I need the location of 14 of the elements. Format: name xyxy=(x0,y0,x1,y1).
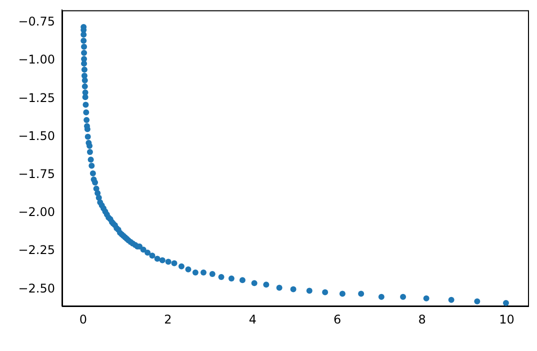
x-tick-label: 0 xyxy=(79,312,87,326)
y-tick-label: −2.00 xyxy=(18,205,55,220)
y-tick-label: −0.75 xyxy=(18,14,55,29)
x-tick-label: 4 xyxy=(248,312,256,326)
x-tick-label: 8 xyxy=(418,312,426,326)
y-tick-label: −1.00 xyxy=(18,52,55,67)
y-tick-label: −1.25 xyxy=(18,90,55,105)
y-tick-label: −1.50 xyxy=(18,128,55,143)
x-tick-label: 2 xyxy=(164,312,172,326)
y-tick-label: −2.50 xyxy=(18,281,55,296)
x-tick-label: 6 xyxy=(334,312,342,326)
y-tick-label: −2.25 xyxy=(18,243,55,258)
x-tick-label: 10 xyxy=(499,312,514,326)
y-tick-label: −1.75 xyxy=(18,166,55,181)
